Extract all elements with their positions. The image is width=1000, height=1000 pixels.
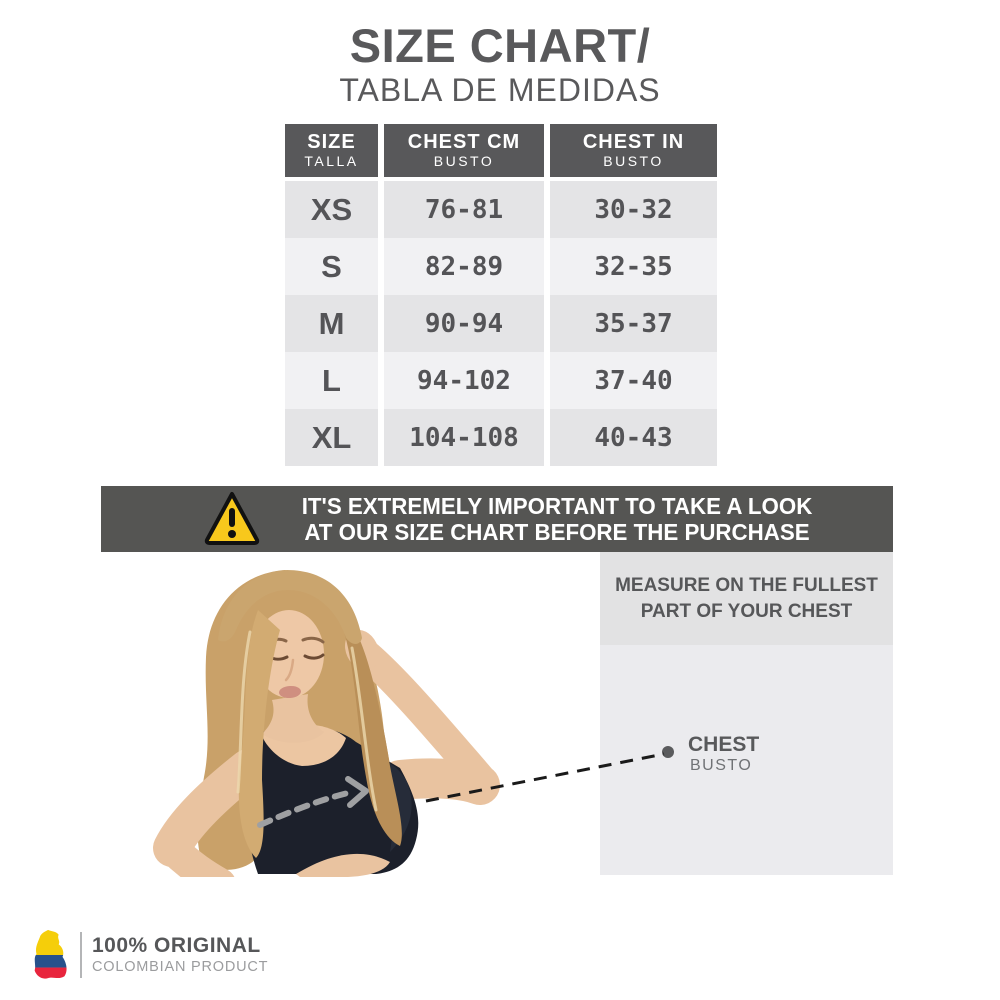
column-sublabel: BUSTO — [433, 153, 495, 170]
column-label: SIZE — [307, 131, 356, 154]
footer-brand: 100% ORIGINAL COLOMBIAN PRODUCT — [28, 928, 268, 982]
column-sublabel: TALLA — [304, 153, 359, 170]
warning-triangle-icon — [204, 492, 260, 545]
model-photo — [100, 552, 600, 900]
measure-point-dot-icon — [662, 746, 674, 758]
table-row-xs: XS 76-81 30-32 — [285, 181, 717, 238]
table-row-s: S 82-89 32-35 — [285, 238, 717, 295]
chest-cm-cell: 82-89 — [384, 238, 544, 295]
chest-in-cell: 37-40 — [550, 352, 717, 409]
footer-divider — [80, 932, 82, 978]
chest-point-label: CHEST BUSTO — [662, 733, 759, 776]
column-label: CHEST IN — [582, 131, 685, 154]
chest-in-cell: 32-35 — [550, 238, 717, 295]
page-title: SIZE CHART/ TABLA DE MEDIDAS — [0, 22, 1000, 109]
chest-in-cell: 30-32 — [550, 181, 717, 238]
size-cell: L — [285, 352, 378, 409]
table-row-xl: XL 104-108 40-43 — [285, 409, 717, 466]
column-header-size: SIZE TALLA — [285, 124, 378, 177]
measure-instruction-panel: MEASURE ON THE FULLEST PART OF YOUR CHES… — [600, 552, 893, 645]
warning-text: IT'S EXTREMELY IMPORTANT TO TAKE A LOOK … — [260, 486, 854, 552]
warning-line-1: IT'S EXTREMELY IMPORTANT TO TAKE A LOOK — [301, 493, 813, 520]
title-english: SIZE CHART/ — [349, 19, 651, 72]
chest-label-spanish: BUSTO — [690, 757, 753, 775]
measure-instruction-line-1: MEASURE ON THE FULLEST — [615, 575, 878, 596]
chest-cm-cell: 76-81 — [384, 181, 544, 238]
title-spanish: TABLA DE MEDIDAS — [339, 72, 661, 108]
chest-cm-cell: 104-108 — [384, 409, 544, 466]
chest-in-cell: 40-43 — [550, 409, 717, 466]
table-row-m: M 90-94 35-37 — [285, 295, 717, 352]
table-row-l: L 94-102 37-40 — [285, 352, 717, 409]
size-cell: S — [285, 238, 378, 295]
column-header-chest-cm: CHEST CM BUSTO — [384, 124, 544, 177]
warning-banner: IT'S EXTREMELY IMPORTANT TO TAKE A LOOK … — [101, 486, 893, 552]
footer-colombian-text: COLOMBIAN PRODUCT — [92, 959, 269, 976]
warning-line-2: AT OUR SIZE CHART BEFORE THE PURCHASE — [304, 519, 810, 545]
chest-cm-cell: 94-102 — [384, 352, 544, 409]
model-illustration — [153, 570, 500, 900]
chest-cm-cell: 90-94 — [384, 295, 544, 352]
column-label: CHEST CM — [407, 131, 521, 154]
chest-label-english: CHEST — [688, 733, 760, 756]
column-header-chest-in: CHEST IN BUSTO — [550, 124, 717, 177]
size-table: SIZE TALLA CHEST CM BUSTO CHEST IN BUSTO… — [285, 124, 717, 466]
size-cell: M — [285, 295, 378, 352]
size-cell: XS — [285, 181, 378, 238]
column-sublabel: BUSTO — [603, 153, 664, 170]
chest-in-cell: 35-37 — [550, 295, 717, 352]
colombia-flag-map-icon — [34, 929, 67, 979]
footer-original-text: 100% ORIGINAL — [92, 933, 261, 957]
size-table-header: SIZE TALLA CHEST CM BUSTO CHEST IN BUSTO — [285, 124, 717, 181]
size-cell: XL — [285, 409, 378, 466]
measure-instruction-line-2: PART OF YOUR CHEST — [640, 600, 853, 622]
